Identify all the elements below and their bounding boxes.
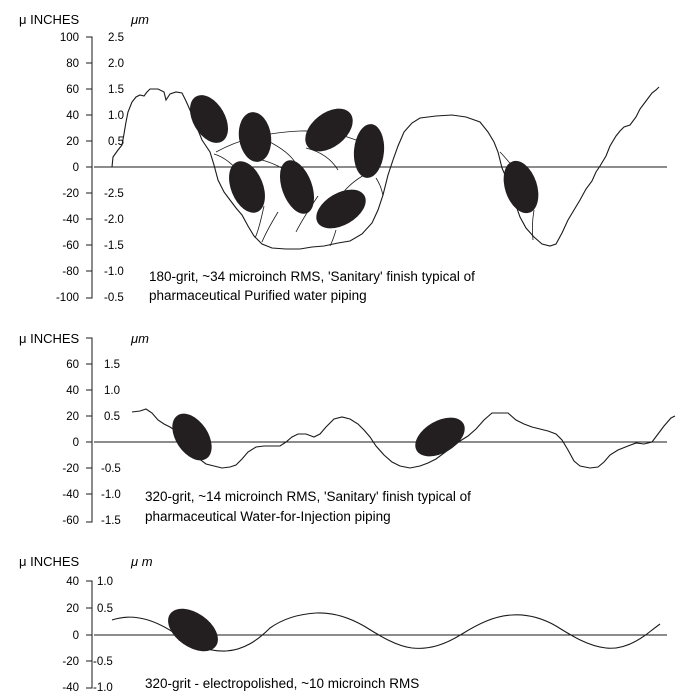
grit-particle [190, 95, 228, 143]
um-tick-label: -1.5 [101, 515, 121, 527]
um-tick-label: 1.0 [108, 110, 124, 122]
panel-caption-line1: 320-grit - electropolished, ~10 microinc… [145, 676, 419, 691]
grit-particle [279, 160, 315, 214]
grit-particle [168, 608, 218, 652]
um-tick-label: -2.5 [104, 188, 124, 200]
uinch-tick-label: -80 [62, 266, 79, 278]
uinch-tick-label: 80 [66, 58, 79, 70]
grit-particle [172, 413, 212, 461]
surface-profile-line [111, 86, 660, 250]
uinch-tick-label: 20 [66, 603, 79, 615]
abrasive-grit-particles [190, 95, 539, 229]
grit-particle [316, 189, 366, 229]
uinch-tick-label: -60 [62, 240, 79, 252]
uinch-tick-label: -60 [62, 515, 79, 527]
uinch-tick-label: -20 [62, 188, 79, 200]
surface-profile-line [111, 612, 661, 652]
um-unit-label: μm [130, 331, 149, 346]
uinch-tick-label: -100 [56, 292, 79, 304]
um-tick-label: -2.0 [104, 214, 124, 226]
panel-caption-line1: 180-grit, ~34 microinch RMS, 'Sanitary' … [149, 269, 475, 284]
um-tick-label: 1.0 [104, 385, 120, 397]
uinch-tick-label: -40 [62, 214, 79, 226]
grit-particle [229, 161, 265, 213]
panel-180-grit: μ INCHES μm 100 80 60 40 20 0 -20 -40 -6… [19, 12, 667, 304]
uinch-tick-label: -20 [62, 463, 79, 475]
um-tick-label: -1.5 [104, 240, 124, 252]
grit-particle [503, 160, 539, 214]
uinch-tick-label: 0 [73, 437, 79, 449]
um-tick-label: 1.5 [104, 359, 120, 371]
panel-320-grit: μ INCHES μm 60 40 20 0 -20 -40 -60 1.5 1… [19, 331, 676, 527]
um-tick-label: 0.5 [97, 603, 113, 615]
grit-particle [415, 417, 465, 457]
panel-caption-line2: pharmaceutical Water-for-Injection pipin… [145, 509, 391, 524]
um-tick-label: -0.5 [104, 292, 124, 304]
uinch-tick-label: 40 [66, 576, 79, 588]
panel-320-grit-electropolished: μ INCHES μ m 40 20 0 -20 -40 1.0 0.5 -0.… [19, 554, 667, 692]
um-tick-label: 2.5 [108, 32, 124, 44]
uinch-axis: 60 40 20 0 -20 -40 -60 1.5 1.0 0.5 -0.5 … [62, 337, 121, 527]
um-tick-label: -1.0 [101, 489, 121, 501]
uinch-tick-label: -40 [62, 489, 79, 501]
uinch-unit-label: μ INCHES [19, 12, 80, 27]
um-tick-label: -1.0 [93, 682, 113, 692]
surface-profile-line [131, 408, 676, 469]
uinch-tick-label: -20 [62, 656, 79, 668]
um-tick-label: 1.5 [108, 84, 124, 96]
uinch-tick-label: 100 [60, 32, 79, 44]
uinch-axis: 40 20 0 -20 -40 1.0 0.5 -0.5 -1.0 [62, 576, 113, 692]
panel-caption-line1: 320-grit, ~14 microinch RMS, 'Sanitary' … [145, 489, 471, 504]
abrasive-grit-particles [172, 413, 465, 461]
grit-particle [305, 108, 353, 152]
um-tick-label: 0.5 [108, 136, 124, 148]
uinch-tick-label: 20 [66, 136, 79, 148]
um-tick-label: 0.5 [104, 411, 120, 423]
grit-particle [238, 112, 272, 162]
uinch-tick-label: 0 [73, 630, 79, 642]
um-tick-label: -0.5 [93, 656, 113, 668]
panel-caption-line2: pharmaceutical Purified water piping [149, 288, 367, 303]
um-unit-label: μ m [130, 554, 153, 569]
um-tick-label: 1.0 [97, 576, 113, 588]
uinch-tick-label: 60 [66, 84, 79, 96]
uinch-tick-label: 40 [66, 110, 79, 122]
uinch-tick-label: 40 [66, 385, 79, 397]
um-tick-label: 2.0 [108, 58, 124, 70]
grit-particle [353, 124, 385, 178]
uinch-tick-label: 20 [66, 411, 79, 423]
um-unit-label: μm [130, 12, 149, 27]
um-tick-label: -1.0 [104, 266, 124, 278]
um-tick-label: -0.5 [101, 463, 121, 475]
uinch-tick-label: 60 [66, 359, 79, 371]
uinch-unit-label: μ INCHES [19, 331, 80, 346]
uinch-unit-label: μ INCHES [19, 554, 80, 569]
uinch-tick-label: 0 [73, 162, 79, 174]
uinch-axis: 100 80 60 40 20 0 -20 -40 -60 -80 -100 2… [56, 32, 124, 304]
uinch-tick-label: -40 [62, 682, 79, 692]
